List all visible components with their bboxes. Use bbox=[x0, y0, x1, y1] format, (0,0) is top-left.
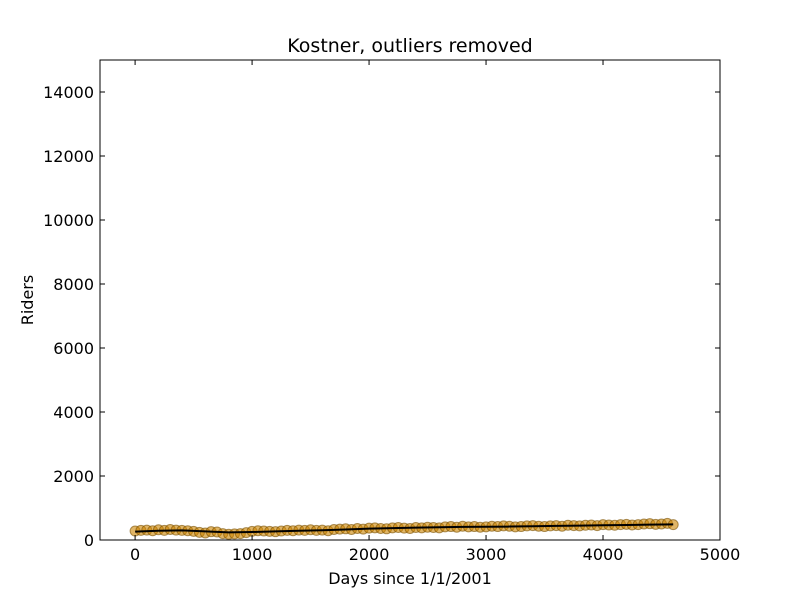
y-tick-label: 10000 bbox=[43, 211, 94, 230]
y-tick-label: 2000 bbox=[53, 467, 94, 486]
x-tick-label: 2000 bbox=[349, 545, 390, 564]
y-tick-label: 8000 bbox=[53, 275, 94, 294]
chart-title: Kostner, outliers removed bbox=[287, 35, 532, 57]
tick-labels: 0 1000 2000 3000 4000 5000 0 2000 4000 6000 8000 10… bbox=[43, 83, 740, 564]
trend-line-group bbox=[135, 523, 674, 534]
axis-ticks bbox=[100, 60, 721, 541]
plot-frame bbox=[99, 59, 721, 541]
trend-line bbox=[135, 523, 674, 534]
y-tick-label: 6000 bbox=[53, 339, 94, 358]
x-tick-label: 3000 bbox=[466, 545, 507, 564]
y-tick-label: 12000 bbox=[43, 147, 94, 166]
y-tick-label: 14000 bbox=[43, 83, 94, 102]
y-tick-label: 0 bbox=[84, 531, 94, 550]
x-tick-label: 0 bbox=[130, 545, 140, 564]
x-tick-label: 4000 bbox=[583, 545, 624, 564]
x-tick-label: 5000 bbox=[700, 545, 741, 564]
y-axis-label: Riders bbox=[18, 275, 37, 325]
x-tick-label: 1000 bbox=[232, 545, 273, 564]
y-tick-label: 4000 bbox=[53, 403, 94, 422]
x-axis-label: Days since 1/1/2001 bbox=[328, 569, 492, 588]
